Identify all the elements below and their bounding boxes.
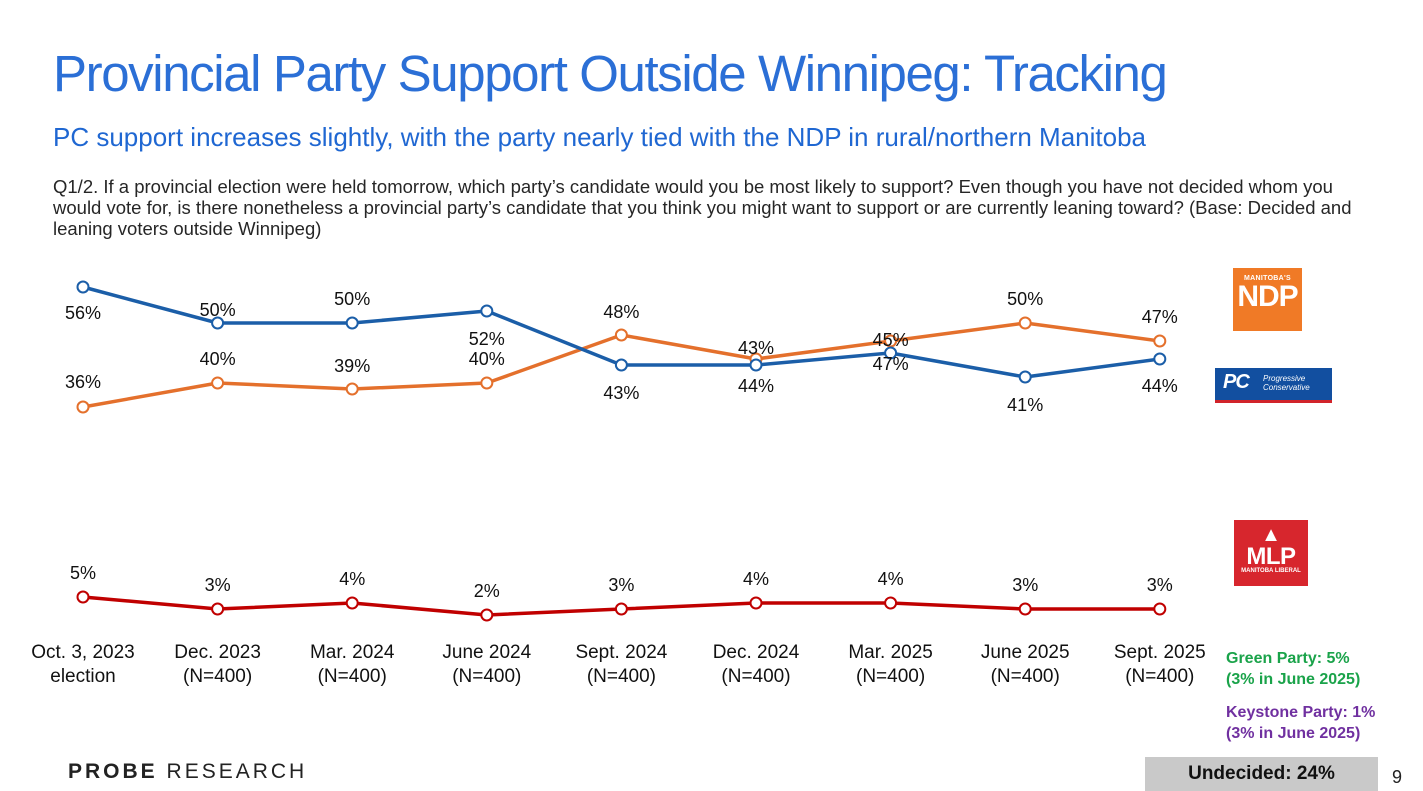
ndp-logo: MANITOBA'S NDP bbox=[1233, 268, 1302, 331]
ndp-data-label: 36% bbox=[65, 372, 101, 392]
liberal-point bbox=[345, 596, 359, 610]
ndp-point bbox=[345, 382, 359, 396]
green-party-note: Green Party: 5% (3% in June 2025) bbox=[1226, 650, 1361, 688]
ndp-point bbox=[614, 328, 628, 342]
x-tick-label: Sept. 2025 (N=400) bbox=[1114, 642, 1206, 687]
liberal-point bbox=[211, 602, 225, 616]
ndp-data-label: 47% bbox=[873, 354, 909, 374]
liberal-point bbox=[884, 596, 898, 610]
pc-point bbox=[749, 358, 763, 372]
x-tick-label: Mar. 2025 (N=400) bbox=[848, 642, 933, 687]
x-tick-label: June 2024 (N=400) bbox=[442, 642, 531, 687]
x-tick-label: June 2025 (N=400) bbox=[981, 642, 1070, 687]
liberal-data-label: 3% bbox=[1147, 575, 1173, 595]
ndp-data-label: 44% bbox=[738, 376, 774, 396]
ndp-data-label: 47% bbox=[1142, 307, 1178, 327]
page-subtitle: PC support increases slightly, with the … bbox=[53, 122, 1147, 152]
liberal-point bbox=[1153, 602, 1167, 616]
ndp-point bbox=[1018, 316, 1032, 330]
pc-data-label: 45% bbox=[873, 330, 909, 350]
ndp-data-label: 39% bbox=[334, 356, 370, 376]
pc-data-label: 43% bbox=[738, 338, 774, 358]
liberal-data-label: 3% bbox=[1012, 575, 1038, 595]
liberal-data-label: 4% bbox=[878, 569, 904, 589]
pc-data-label: 41% bbox=[1007, 395, 1043, 415]
liberal-point bbox=[614, 602, 628, 616]
liberal-point bbox=[749, 596, 763, 610]
ndp-data-label: 40% bbox=[469, 349, 505, 369]
pc-data-label: 43% bbox=[603, 383, 639, 403]
liberal-data-label: 5% bbox=[70, 563, 96, 583]
pc-data-label: 52% bbox=[469, 329, 505, 349]
ndp-data-label: 48% bbox=[603, 302, 639, 322]
liberal-point bbox=[76, 590, 90, 604]
liberal-point bbox=[1018, 602, 1032, 616]
page-number: 9 bbox=[1392, 767, 1403, 787]
liberal-point bbox=[480, 608, 494, 622]
ndp-data-label: 40% bbox=[200, 349, 236, 369]
pc-point bbox=[345, 316, 359, 330]
bison-icon: ▲ bbox=[1261, 524, 1281, 546]
ndp-point bbox=[1153, 334, 1167, 348]
pc-logo: PC Progressive Conservative bbox=[1215, 368, 1332, 403]
question-text: Q1/2. If a provincial election were held… bbox=[53, 176, 1352, 239]
liberal-data-label: 2% bbox=[474, 581, 500, 601]
x-tick-label: Mar. 2024 (N=400) bbox=[310, 642, 395, 687]
keystone-party-note: Keystone Party: 1% (3% in June 2025) bbox=[1226, 704, 1376, 742]
pc-point bbox=[76, 280, 90, 294]
liberal-data-label: 4% bbox=[743, 569, 769, 589]
brand-logo: PROBE RESEARCH bbox=[68, 760, 308, 783]
ndp-data-label: 50% bbox=[1007, 289, 1043, 309]
liberal-data-label: 3% bbox=[608, 575, 634, 595]
pc-data-label: 44% bbox=[1142, 376, 1178, 396]
pc-point bbox=[884, 346, 898, 360]
ndp-point bbox=[211, 376, 225, 390]
x-tick-label: Dec. 2024 (N=400) bbox=[713, 642, 800, 687]
x-tick-label: Sept. 2024 (N=400) bbox=[575, 642, 667, 687]
undecided-box: Undecided: 24% bbox=[1145, 757, 1378, 791]
liberal-data-label: 3% bbox=[205, 575, 231, 595]
pc-point bbox=[1153, 352, 1167, 366]
pc-data-label: 50% bbox=[200, 300, 236, 320]
x-tick-label: Dec. 2023 (N=400) bbox=[174, 642, 261, 687]
pc-data-label: 56% bbox=[65, 303, 101, 323]
pc-point bbox=[211, 316, 225, 330]
mlp-logo: ▲ MLP MANITOBA LIBERAL bbox=[1234, 520, 1308, 586]
pc-point bbox=[1018, 370, 1032, 384]
x-tick-label: Oct. 3, 2023 election bbox=[31, 642, 135, 687]
page-title: Provincial Party Support Outside Winnipe… bbox=[53, 45, 1168, 102]
ndp-point bbox=[480, 376, 494, 390]
pc-data-label: 50% bbox=[334, 289, 370, 309]
ndp-point bbox=[76, 400, 90, 414]
pc-point bbox=[480, 304, 494, 318]
pc-point bbox=[614, 358, 628, 372]
liberal-data-label: 4% bbox=[339, 569, 365, 589]
